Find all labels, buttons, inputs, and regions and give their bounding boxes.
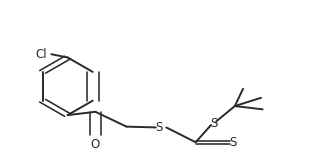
Text: S: S	[210, 117, 217, 130]
Text: S: S	[230, 136, 237, 149]
Text: S: S	[155, 121, 163, 134]
Text: O: O	[91, 138, 100, 151]
Text: Cl: Cl	[35, 48, 47, 61]
